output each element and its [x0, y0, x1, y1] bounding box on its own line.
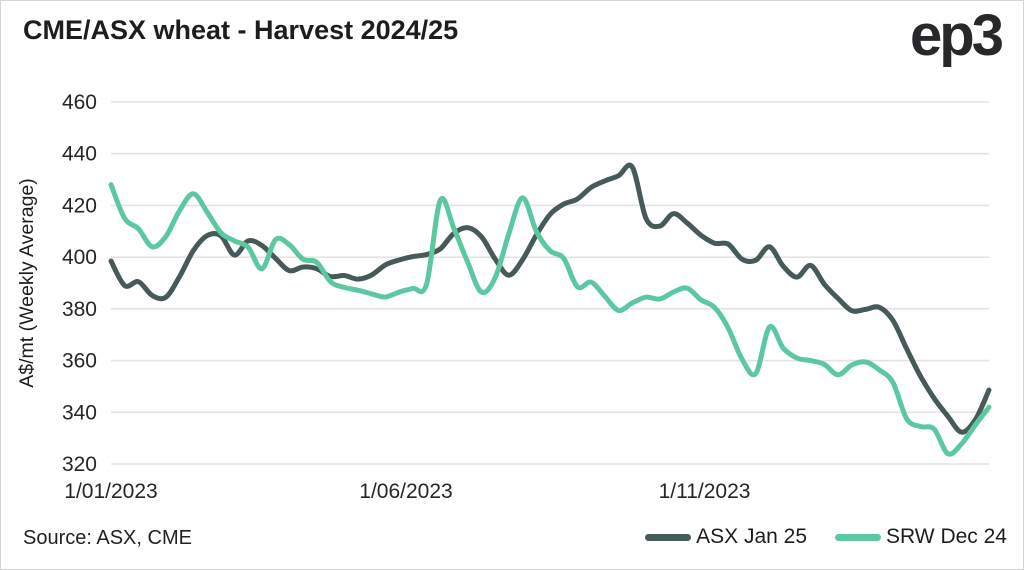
- y-tick-label: 360: [62, 350, 97, 373]
- x-tick-label: 1/06/2023: [359, 480, 452, 503]
- y-tick-label: 440: [62, 143, 97, 166]
- legend-label-asx: ASX Jan 25: [696, 525, 807, 548]
- y-tick-label: 460: [62, 91, 97, 114]
- x-tick-label: 1/01/2023: [64, 480, 157, 503]
- source-note: Source: ASX, CME: [23, 527, 192, 549]
- legend-label-srw: SRW Dec 24: [886, 525, 1007, 548]
- x-tick-label: 1/11/2023: [659, 480, 751, 503]
- y-axis-title: A$/mt (Weekly Average): [16, 178, 38, 388]
- series-line-srw-dec-24: [108, 182, 992, 457]
- legend-item-srw: SRW Dec 24: [835, 525, 1007, 549]
- y-tick-label: 400: [62, 246, 97, 269]
- y-tick-label: 340: [62, 401, 97, 424]
- page-title: CME/ASX wheat - Harvest 2024/25: [23, 15, 459, 45]
- legend: ASX Jan 25 SRW Dec 24: [645, 525, 1007, 549]
- y-tick-labels: 320 340 360 380 400 420 440 460: [62, 91, 97, 476]
- y-tick-label: 380: [62, 298, 97, 321]
- y-tick-label: 320: [62, 453, 97, 476]
- legend-item-asx: ASX Jan 25: [645, 525, 807, 549]
- legend-swatch-srw: [835, 533, 881, 541]
- y-tick-label: 420: [62, 194, 97, 217]
- x-tick-labels: 1/01/2023 1/06/2023 1/11/2023: [64, 480, 750, 503]
- legend-swatch-asx: [645, 533, 692, 541]
- ep3-logo: ep3: [910, 3, 1004, 68]
- y-gridlines: [111, 101, 989, 465]
- series-line-asx-jan-25: [108, 162, 992, 435]
